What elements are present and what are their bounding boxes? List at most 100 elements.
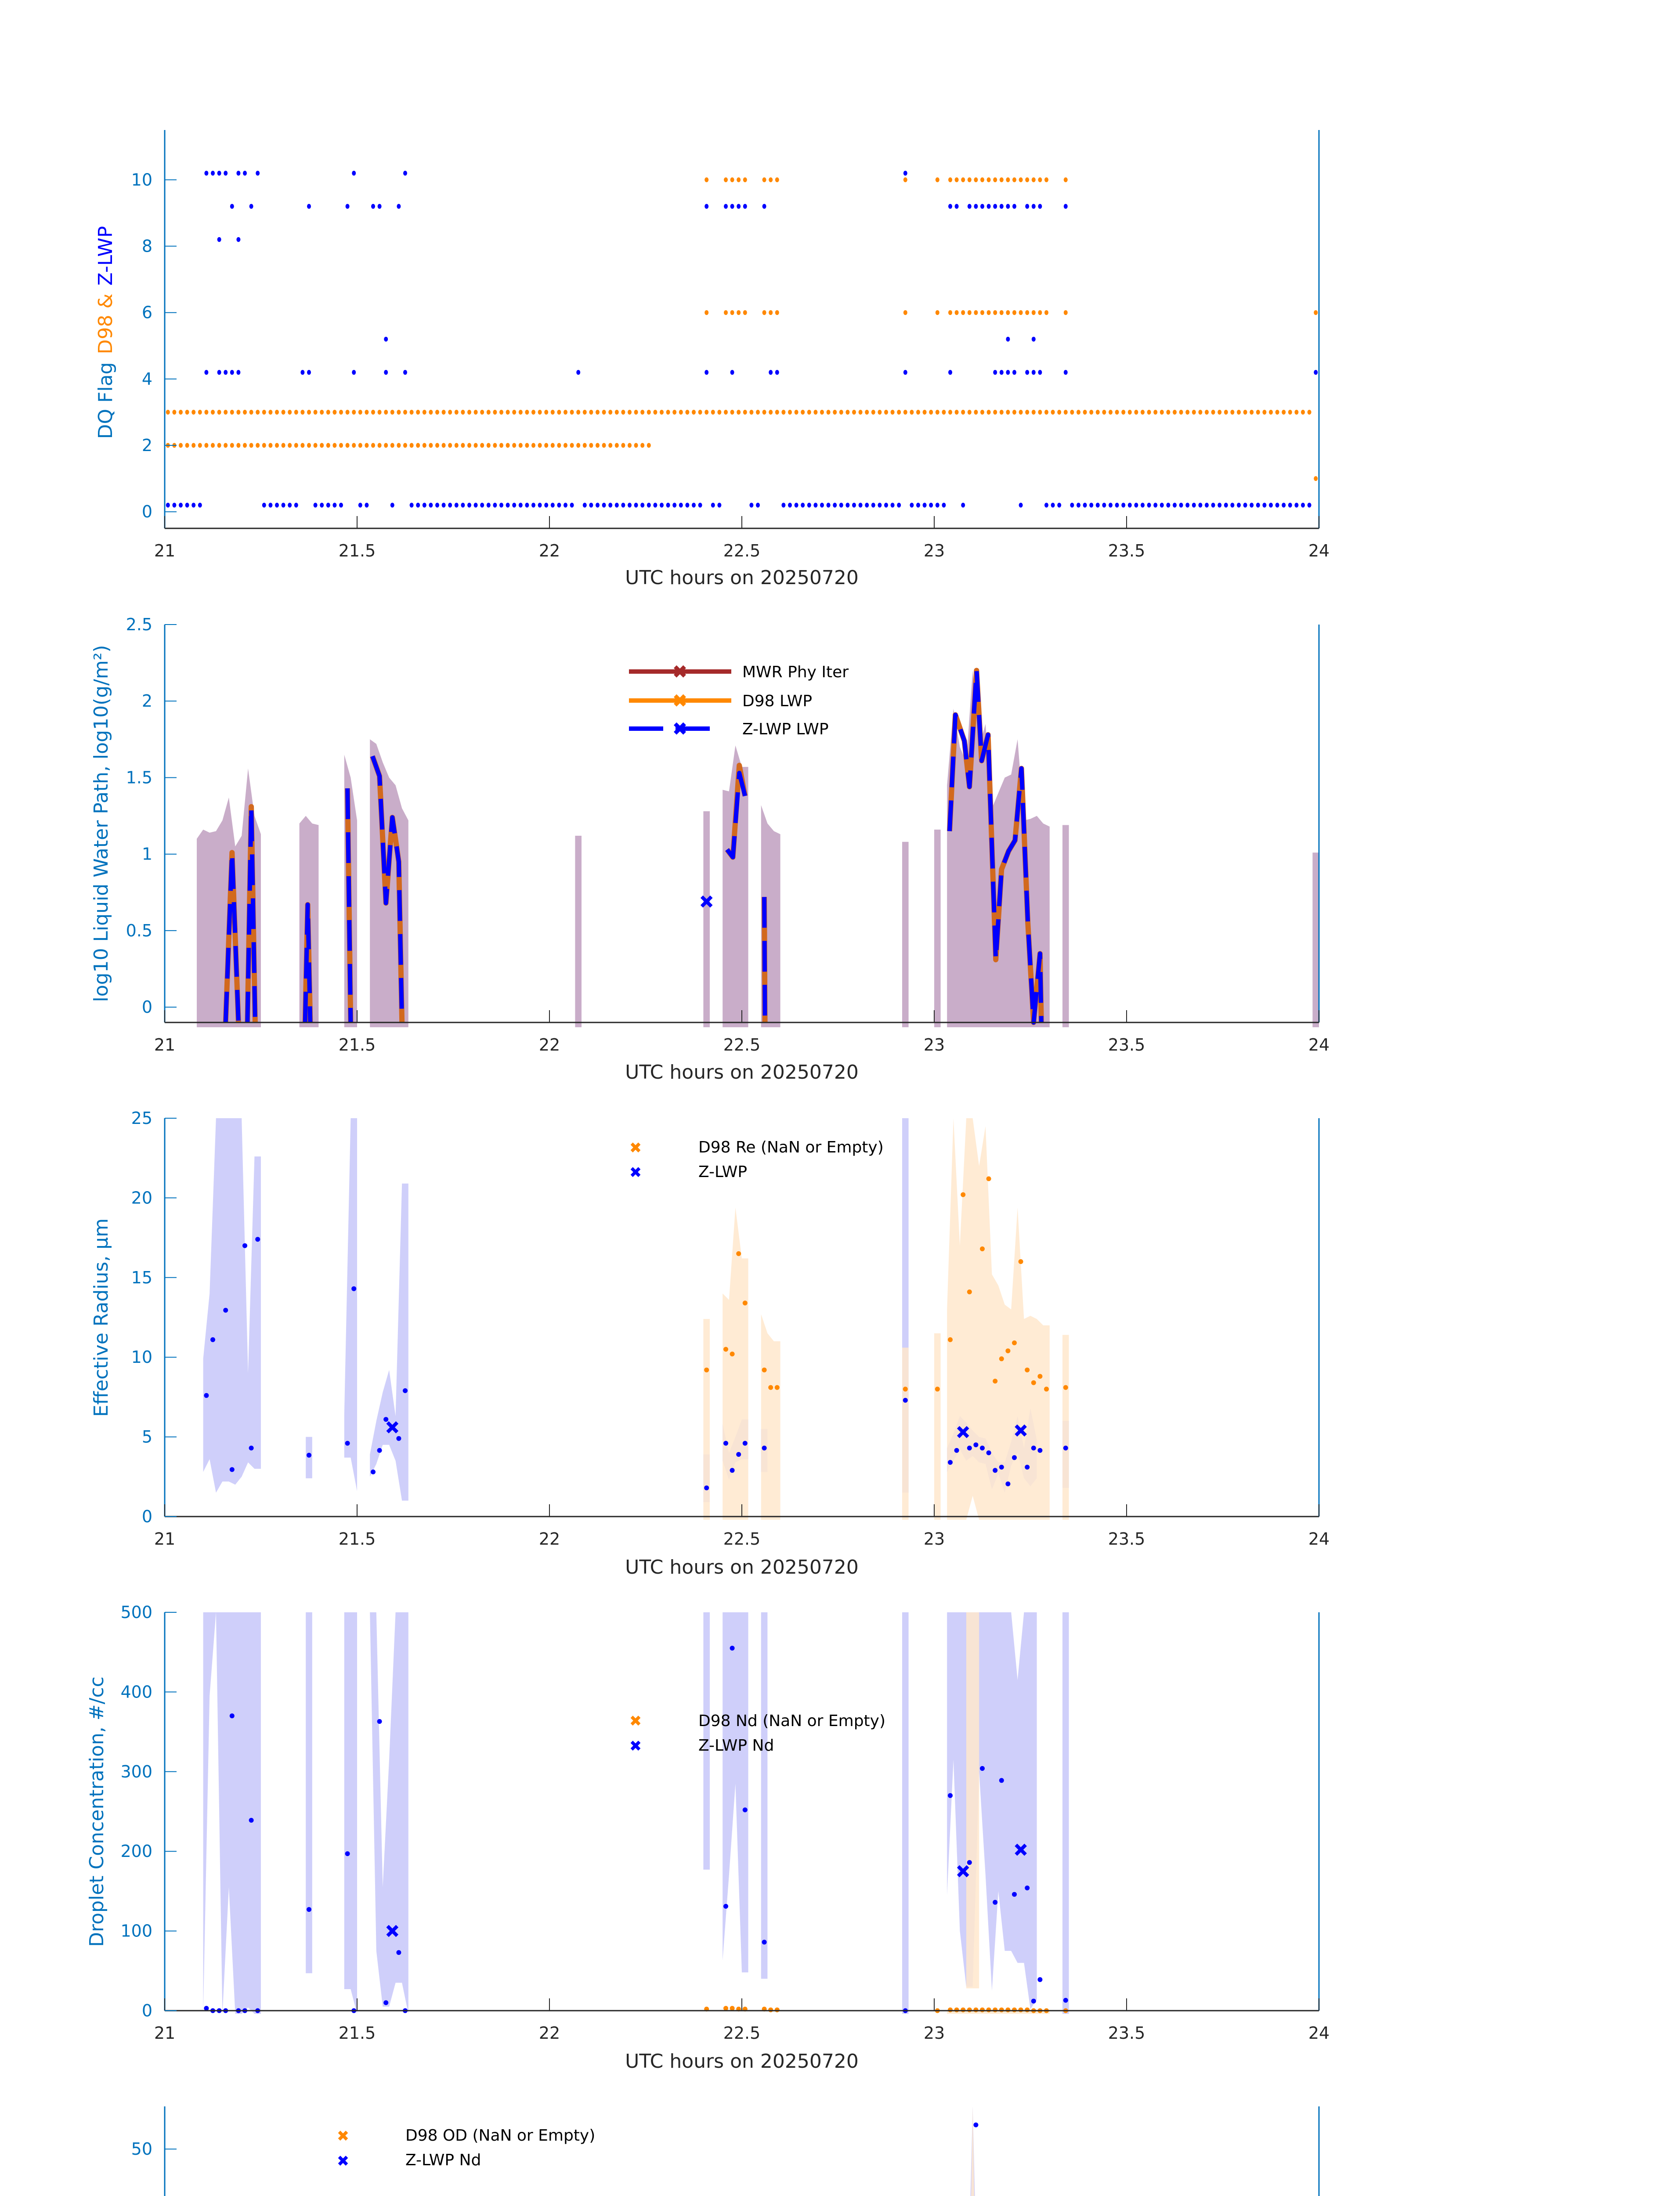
point-z-lwp-flag: [377, 204, 382, 209]
point-d98-flag: [358, 410, 362, 415]
point-z-lwp-flag: [897, 502, 901, 508]
point-z-lwp-flag: [788, 502, 792, 508]
point-d98-flag: [698, 410, 702, 415]
legend-marker-d98: ✖: [629, 1139, 642, 1157]
x-tick-label: 21.5: [339, 541, 376, 560]
point-d98-nd: [723, 2006, 728, 2011]
point-z-lwp-flag: [858, 502, 863, 508]
point-d98-flag: [1198, 410, 1203, 415]
point-d98-flag: [1275, 410, 1279, 415]
y-tick-label: 1.5: [126, 768, 152, 787]
point-z-lwp-flag: [1063, 204, 1068, 209]
point-d98-flag: [1250, 410, 1254, 415]
point-z-lwp-flag: [647, 502, 651, 508]
point-d98-flag: [820, 410, 824, 415]
point-d98-flag: [582, 443, 587, 448]
point-d98-flag: [1012, 310, 1016, 315]
point-z-lwp-nd: [229, 1713, 235, 1719]
point-d98-flag: [179, 443, 183, 448]
legend: ✖ MWR Phy Iter ✖ D98 LWP ✖ Z-LWP LWP: [629, 661, 849, 740]
point-z-lwp-flag: [576, 370, 581, 375]
point-d98-flag: [1160, 410, 1164, 415]
point-z-lwp-flag: [628, 502, 632, 508]
point-z-lwp-flag: [332, 502, 337, 508]
line-z-lwp-lwp: [245, 804, 257, 1023]
point-d98-flag: [769, 410, 773, 415]
point-z-lwp-flag: [1038, 204, 1042, 209]
point-d98-flag: [1102, 410, 1106, 415]
point-d98-flag: [647, 443, 651, 448]
point-d98-flag: [1063, 410, 1068, 415]
point-z-lwp-flag: [262, 502, 266, 508]
line-z-lwp-lwp: [725, 771, 748, 860]
point-z-lwp: [210, 1337, 215, 1342]
y-axis-label-part-zlwp: Z-LWP: [94, 226, 117, 286]
point-d98-flag: [506, 410, 510, 415]
point-d98-flag: [903, 310, 907, 315]
legend-marker-mwr: ✖: [672, 661, 687, 683]
point-z-lwp-flag: [467, 502, 471, 508]
point-z-lwp: [1025, 1465, 1030, 1470]
point-z-lwp-flag: [1012, 370, 1016, 375]
point-d98-flag: [672, 410, 677, 415]
point-d98-flag: [345, 443, 350, 448]
point-z-lwp-flag: [1294, 502, 1299, 508]
point-z-lwp-nd: [1031, 1998, 1036, 2004]
point-d98-flag: [230, 410, 234, 415]
point-z-lwp-flag: [929, 502, 933, 508]
point-d98-flag: [737, 410, 741, 415]
point-d98-re: [993, 1379, 998, 1384]
point-z-lwp-flag: [685, 502, 690, 508]
point-z-lwp-flag: [589, 502, 593, 508]
x-tick-label: 22: [539, 1529, 560, 1549]
x-axis-label: UTC hours on 20250720: [625, 2050, 859, 2073]
point-d98-flag: [480, 443, 484, 448]
marker-stroke: [386, 1421, 399, 1434]
point-d98-flag: [531, 410, 535, 415]
legend-label-zlwp: Z-LWP Nd: [405, 2151, 481, 2169]
point-d98-re: [774, 1385, 780, 1390]
point-d98-flag: [890, 410, 895, 415]
point-z-lwp: [993, 1468, 998, 1473]
point-z-lwp: [742, 1441, 748, 1446]
x-tick-label: 21.5: [339, 1529, 376, 1549]
point-d98-flag: [788, 410, 792, 415]
point-d98-flag: [525, 410, 529, 415]
y-tick-label: 1: [142, 845, 152, 864]
point-d98-flag: [980, 310, 984, 315]
point-z-lwp-flag: [371, 204, 375, 209]
point-z-lwp-flag: [1031, 336, 1036, 342]
point-d98-flag: [384, 410, 388, 415]
band-d98-range: [947, 1118, 1050, 1520]
y-axis-label: Effective Radius, μm: [90, 1218, 112, 1417]
point-d98-flag: [300, 410, 305, 415]
x-tick-label: 22.5: [723, 2023, 761, 2043]
x-tick-label: 21: [154, 541, 175, 560]
point-z-lwp-flag: [634, 502, 638, 508]
point-d98-flag: [1063, 177, 1068, 182]
point-z-lwp-flag: [1218, 502, 1222, 508]
point-z-lwp-flag: [493, 502, 497, 508]
point-d98-flag: [294, 410, 298, 415]
point-d98-flag: [685, 410, 690, 415]
point-z-lwp: [1031, 1445, 1036, 1451]
point-d98-flag: [191, 410, 196, 415]
point-d98-flag: [1025, 177, 1030, 182]
point-d98-flag: [1224, 410, 1228, 415]
point-d98-flag: [801, 410, 805, 415]
point-d98-flag: [737, 310, 741, 315]
point-d98-flag: [268, 443, 273, 448]
point-d98-flag: [256, 410, 260, 415]
point-z-lwp-flag: [1262, 502, 1267, 508]
x-tick-label: 23: [924, 541, 945, 560]
point-z-lwp-flag: [1198, 502, 1203, 508]
point-d98-re: [986, 1176, 991, 1181]
y-tick-label: 25: [131, 1109, 152, 1128]
point-z-lwp: [954, 1448, 959, 1453]
marker-z-lwp: [957, 1426, 969, 1438]
point-z-lwp-flag: [198, 502, 202, 508]
point-z-lwp-flag: [679, 502, 683, 508]
point-z-lwp-flag: [813, 502, 818, 508]
point-d98-flag: [1089, 410, 1094, 415]
point-z-lwp-flag: [839, 502, 843, 508]
